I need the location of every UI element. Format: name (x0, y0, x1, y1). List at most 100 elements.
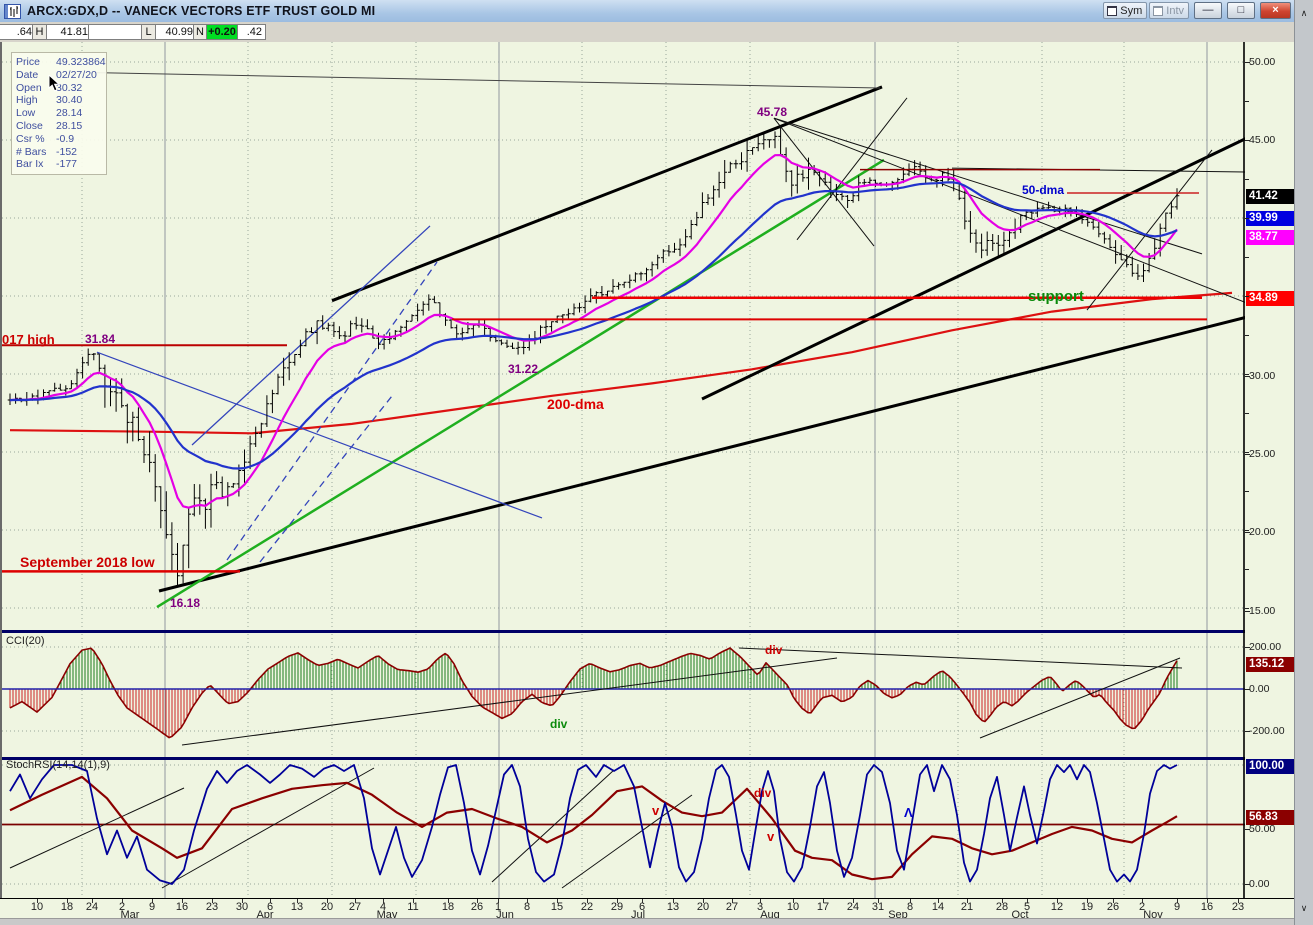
date-label: 13 (290, 901, 304, 913)
date-label: 18 (441, 901, 455, 913)
price-axis-value-tag: 41.42 (1246, 189, 1296, 204)
date-label: 23 (205, 901, 219, 913)
price-axis-label: 25.00 (1249, 448, 1276, 460)
date-label: 24 (85, 901, 99, 913)
date-label: 1 (494, 901, 502, 913)
date-label: 6 (638, 901, 646, 913)
date-label: 27 (725, 901, 739, 913)
tooltip-row: Low 28.14 (16, 107, 83, 120)
quote-cell: .42 (237, 24, 266, 40)
stoch-axis-value-tag: 56.83 (1246, 810, 1296, 825)
quote-cell: .64 (0, 24, 36, 40)
price-axis-label: 30.00 (1249, 370, 1276, 382)
date-label: 27 (348, 901, 362, 913)
price-axis-value-tag: 34.89 (1246, 291, 1296, 306)
tooltip-row: Date 02/27/20 (16, 68, 97, 81)
scroll-down-arrow[interactable]: ∨ (1300, 903, 1308, 913)
date-label: 11 (407, 901, 419, 913)
close-icon: × (1272, 4, 1279, 16)
annotation: Λ (904, 805, 913, 820)
symbol-input[interactable] (88, 24, 145, 40)
quote-cell: L (141, 24, 156, 40)
stoch-axis-label: 0.00 (1249, 878, 1270, 890)
date-label: 26 (470, 901, 484, 913)
tooltip-row: Bar Ix -177 (16, 158, 78, 171)
annotation: support (1028, 288, 1084, 305)
annotation: 45.78 (757, 105, 788, 119)
date-label: 19 (1080, 901, 1094, 913)
annotation: div (765, 643, 783, 657)
annotation: 31.22 (508, 362, 539, 376)
tooltip-row: Close 28.15 (16, 119, 83, 132)
cci-axis-label: -200.00 (1249, 725, 1285, 737)
price-axis-label: 45.00 (1249, 134, 1276, 146)
bottom-window-edge (0, 918, 1294, 925)
window-glyph-icon (1107, 5, 1118, 16)
title-bar: ARCX:GDX,D -- VANECK VECTORS ETF TRUST G… (0, 0, 1313, 23)
annotation: CCI(20) (6, 635, 45, 647)
minimize-button[interactable]: — (1194, 2, 1222, 19)
scroll-up-arrow[interactable]: ∧ (1300, 8, 1308, 18)
annotation: v (652, 803, 660, 818)
close-button[interactable]: × (1260, 2, 1291, 19)
tooltip-row: High 30.40 (16, 94, 83, 107)
annotation: September 2018 low (20, 554, 155, 570)
date-label: 5 (1023, 901, 1031, 913)
date-label: 6 (266, 901, 274, 913)
annotation: 017 high (2, 332, 55, 347)
date-label: 23 (1231, 901, 1245, 913)
date-label: 16 (1200, 901, 1214, 913)
date-label: 21 (960, 901, 974, 913)
cci-axis-value-tag: 135.12 (1246, 657, 1296, 672)
tooltip-row: Price 49.323864 (16, 56, 106, 68)
annotation: 200-dma (547, 396, 604, 412)
price-axis-label: 15.00 (1249, 605, 1276, 617)
restore-icon: □ (1237, 4, 1245, 16)
date-label: 8 (906, 901, 914, 913)
annotation: 31.84 (85, 332, 116, 346)
cci-axis-label: 200.00 (1249, 641, 1282, 653)
quote-cell: 40.99 (155, 24, 197, 40)
quote-cell: 41.81 (46, 24, 92, 40)
annotation: v (767, 829, 775, 844)
annotation: div (550, 717, 568, 731)
sym-button[interactable]: Sym (1103, 2, 1148, 19)
chart-canvas[interactable] (2, 42, 1245, 898)
date-label: 24 (846, 901, 860, 913)
net-change-cell: +0.20 (206, 24, 238, 40)
date-label: 18 (60, 901, 74, 913)
window-title: ARCX:GDX,D -- VANECK VECTORS ETF TRUST G… (27, 4, 376, 18)
date-axis: 10 18 24 2 9 16 23 30 6 13 20 27 4 11 18 26 1 8 15 22 29 6 13 2… (0, 898, 1294, 921)
date-label: 2 (1138, 901, 1146, 913)
date-label: 4 (379, 901, 387, 913)
date-label: 31 (871, 901, 885, 913)
date-label: 10 (786, 901, 800, 913)
tooltip-row: Csr % -0.9 (16, 132, 75, 145)
stoch-axis-label: 50.00 (1249, 823, 1276, 835)
date-label: 9 (1173, 901, 1181, 913)
tooltip-row: # Bars -152 (16, 145, 78, 158)
annotation: 16.18 (170, 596, 201, 610)
scroll-strip[interactable] (1294, 0, 1313, 925)
date-label: 9 (148, 901, 156, 913)
restore-button[interactable]: □ (1227, 2, 1255, 19)
intv-button[interactable]: Intv (1149, 2, 1189, 19)
app-icon[interactable] (4, 3, 21, 19)
date-label: 17 (816, 901, 830, 913)
date-label: 15 (550, 901, 564, 913)
date-label: 28 (995, 901, 1009, 913)
date-label: 13 (666, 901, 680, 913)
date-label: 16 (175, 901, 189, 913)
tooltip-row: Open 30.32 (16, 81, 83, 94)
price-axis-label: 20.00 (1249, 526, 1276, 538)
annotation: StochRSI(14,14(1),9) (6, 759, 110, 771)
price-axis-label: 50.00 (1249, 56, 1276, 68)
date-label: 20 (696, 901, 710, 913)
stoch-axis-value-tag: 100.00 (1246, 759, 1296, 774)
date-label: 8 (523, 901, 531, 913)
annotation: 50-dma (1022, 183, 1065, 197)
date-label: 2 (118, 901, 126, 913)
quote-cell: H (32, 24, 47, 40)
date-label: 29 (610, 901, 624, 913)
